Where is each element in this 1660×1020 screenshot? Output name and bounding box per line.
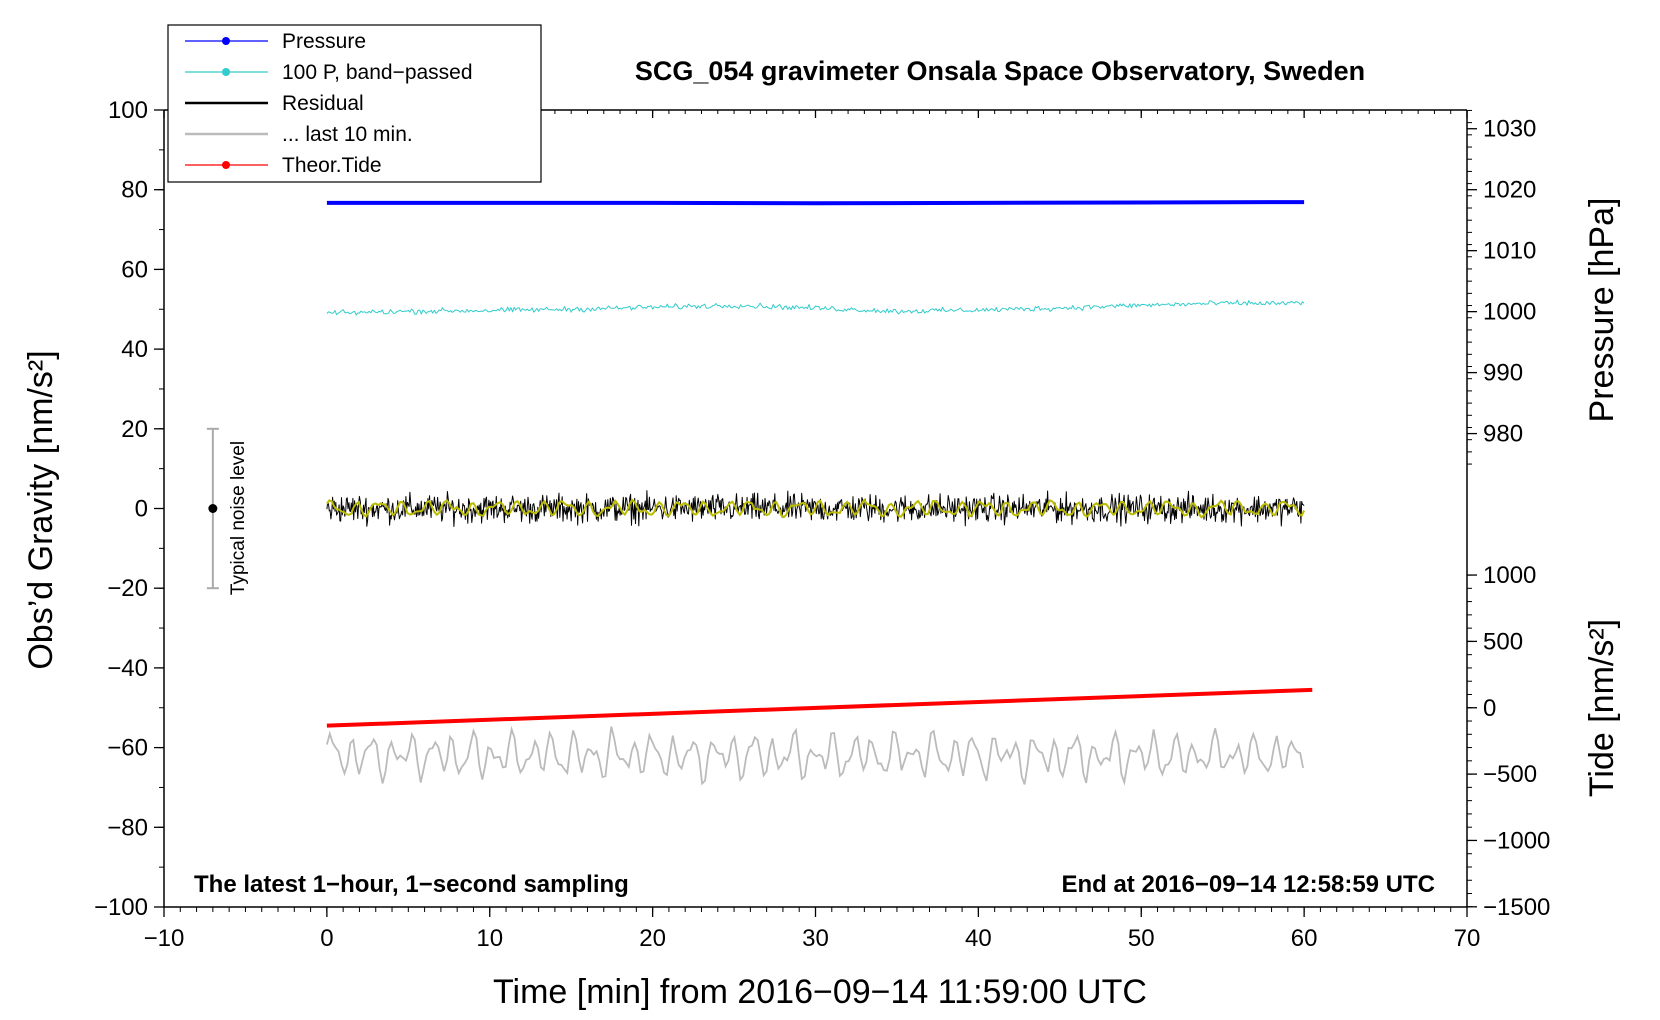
y-axis-left-title: Obs’d Gravity [nm/s²] xyxy=(22,350,60,669)
noise-center-dot xyxy=(208,504,218,513)
x-tick-label: 30 xyxy=(802,925,829,952)
tide-tick-label: −500 xyxy=(1483,761,1537,788)
legend-label: Residual xyxy=(282,92,364,115)
y-axis-pressure: 980 990 1000 1010 1020 1030 xyxy=(1467,109,1536,465)
legend-swatch-marker xyxy=(222,161,230,169)
pressure-tick-label: 1030 xyxy=(1483,116,1536,143)
annotation-end-time: End at 2016−09−14 12:58:59 UTC xyxy=(1061,871,1435,898)
y-axis-tide-title: Tide [nm/s²] xyxy=(1583,619,1621,797)
pressure-tick-label: 1010 xyxy=(1483,238,1536,265)
pressure-tick-label: 1000 xyxy=(1483,299,1536,326)
y-tick-label: −60 xyxy=(107,735,148,762)
y-tick-label: −40 xyxy=(107,655,148,682)
annotation-sampling: The latest 1−hour, 1−second sampling xyxy=(194,871,629,898)
series-last-10-min xyxy=(326,725,1304,786)
x-tick-label: −10 xyxy=(144,925,185,952)
tide-tick-label: −1000 xyxy=(1483,827,1550,854)
legend-label: Theor.Tide xyxy=(282,154,382,177)
legend: Pressure 100 P, band−passed Residual ... la… xyxy=(167,24,542,183)
x-tick-label: 60 xyxy=(1291,925,1318,952)
series-residual-smoothed xyxy=(326,498,1305,519)
noise-indicator: Typical noise level xyxy=(206,427,249,595)
series-layer xyxy=(326,200,1313,786)
y-tick-label: 100 xyxy=(108,97,148,124)
tide-tick-label: −1500 xyxy=(1483,894,1550,921)
legend-label: 100 P, band−passed xyxy=(282,61,473,84)
x-axis-title: Time [min] from 2016−09−14 11:59:00 UTC xyxy=(493,973,1147,1011)
legend-swatch-marker xyxy=(222,68,230,76)
y-axis-pressure-title: Pressure [hPa] xyxy=(1583,198,1621,423)
legend-swatch-marker xyxy=(222,37,230,45)
x-tick-label: 10 xyxy=(476,925,503,952)
y-tick-label: −80 xyxy=(107,814,148,841)
y-tick-label: 0 xyxy=(135,496,148,523)
legend-label: ... last 10 min. xyxy=(282,123,413,146)
x-tick-label: 70 xyxy=(1454,925,1481,952)
y-tick-label: 40 xyxy=(121,336,148,363)
pressure-tick-label: 980 xyxy=(1483,421,1523,448)
tide-tick-label: 0 xyxy=(1483,695,1496,722)
y-axis-tide: −1500 −1000 −500 0 500 1000 xyxy=(1467,562,1550,921)
chart-title: SCG_054 gravimeter Onsala Space Observat… xyxy=(635,56,1365,86)
series-pressure xyxy=(326,200,1305,206)
y-tick-label: 80 xyxy=(121,177,148,204)
pressure-tick-label: 1020 xyxy=(1483,177,1536,204)
x-tick-label: 0 xyxy=(320,925,333,952)
y-tick-label: −100 xyxy=(94,894,148,921)
x-tick-label: 50 xyxy=(1128,925,1155,952)
noise-label: Typical noise level xyxy=(228,441,249,595)
tide-tick-label: 1000 xyxy=(1483,562,1536,589)
x-tick-label: 20 xyxy=(639,925,666,952)
tide-tick-label: 500 xyxy=(1483,628,1523,655)
y-tick-label: 20 xyxy=(121,416,148,443)
y-axis-left: −100 −80 −60 −40 −20 0 20 40 60 80 100 xyxy=(94,97,164,921)
series-band-passed xyxy=(326,299,1305,316)
y-tick-label: 60 xyxy=(121,256,148,283)
x-tick-label: 40 xyxy=(965,925,992,952)
pressure-tick-label: 990 xyxy=(1483,360,1523,387)
legend-label: Pressure xyxy=(282,30,366,53)
series-theor-tide xyxy=(326,687,1313,728)
y-tick-label: −20 xyxy=(107,575,148,602)
